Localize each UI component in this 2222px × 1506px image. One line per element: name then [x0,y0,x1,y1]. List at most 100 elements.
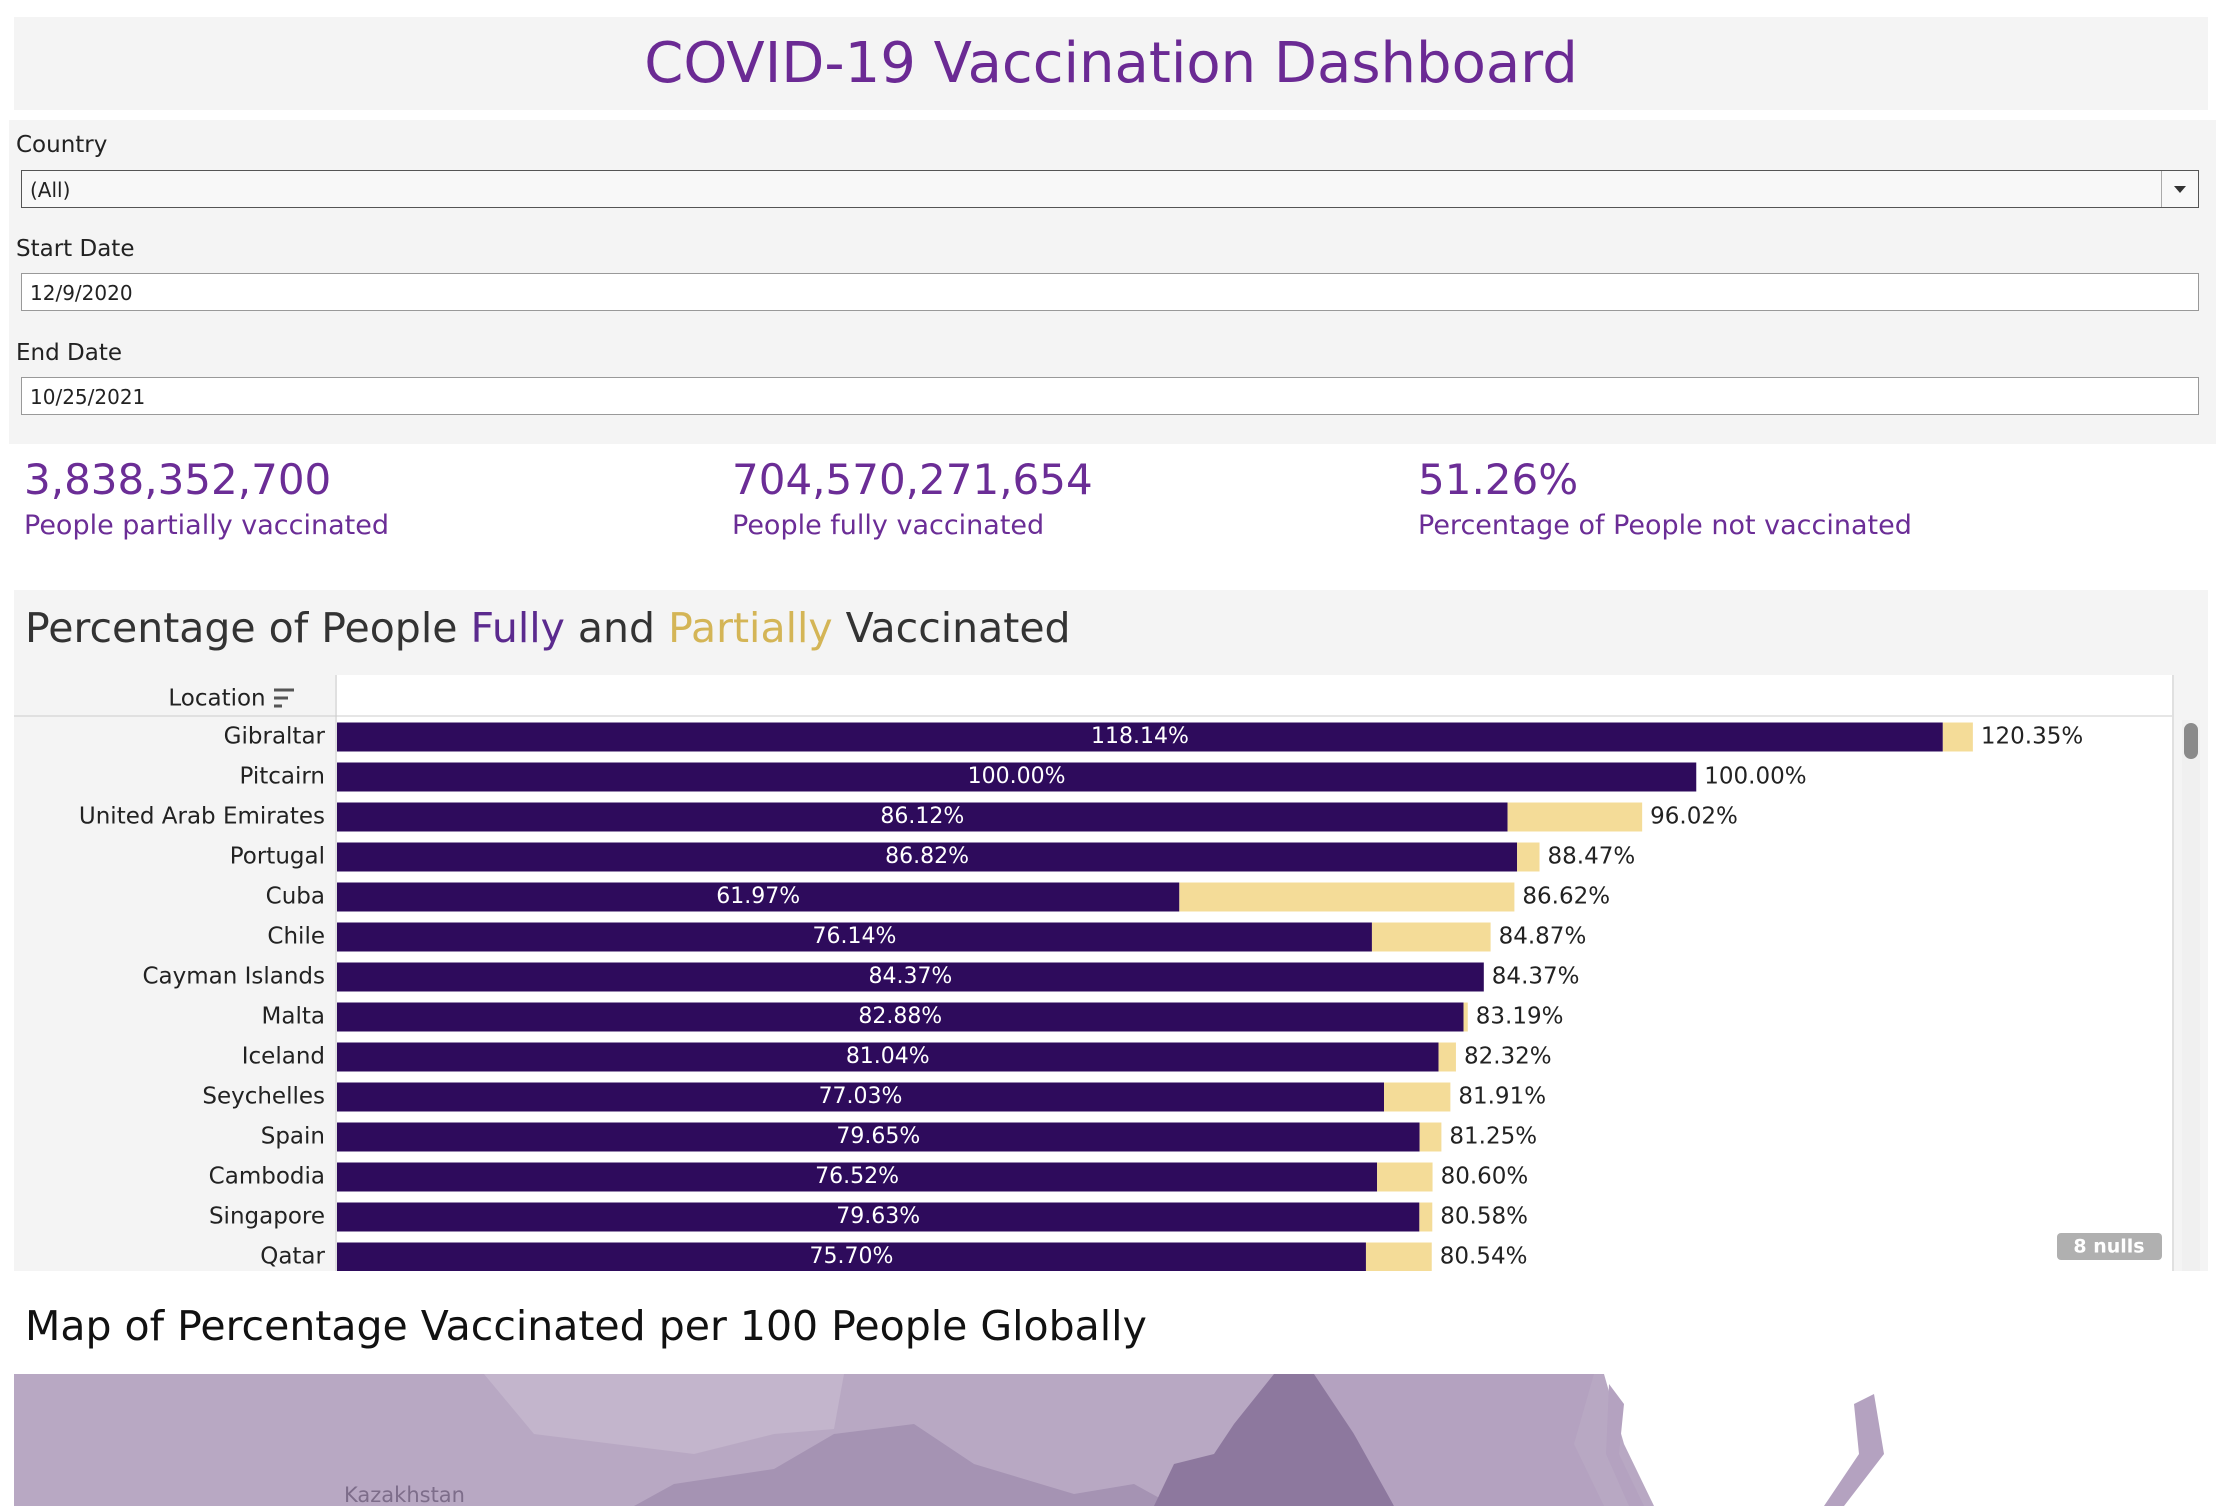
category-label: Qatar [260,1244,325,1270]
bar-segment [337,1042,1439,1072]
value-label: 81.04% [846,1044,930,1069]
category-label: Cayman Islands [142,964,325,990]
total-label: 81.25% [1449,1124,1537,1150]
bar-segment [1942,722,1973,752]
kpi-label: People fully vaccinated [732,510,1045,541]
country-dropdown[interactable]: (All) [21,170,2199,208]
category-label: Singapore [209,1204,325,1230]
value-label: 82.88% [858,1004,942,1029]
bar-segment [1507,802,1643,832]
title-series: Partially [668,604,833,652]
title-part: and [577,604,656,652]
category-label: Iceland [242,1044,325,1070]
category-label: Chile [267,924,325,950]
total-label: 86.62% [1522,884,1610,910]
scrollbar[interactable] [2182,720,2200,1271]
nulls-badge[interactable] [2057,1233,2162,1260]
category-label: Spain [261,1124,325,1150]
category-label: Gibraltar [224,724,326,750]
kpi-value: 3,838,352,700 [24,455,332,504]
category-label: Portugal [230,844,325,870]
filter-value: 12/9/2020 [30,281,133,305]
filter-label: End Date [16,340,122,366]
map-label: Kazakhstan [344,1483,465,1506]
bar-segment [1517,842,1540,872]
bar-segment [337,962,1484,992]
value-label: 84.37% [868,964,952,989]
value-label: 100.00% [968,764,1066,789]
bar-segment [337,802,1508,832]
sort-icon[interactable] [274,688,294,708]
bar-segment [1179,882,1515,912]
category-label: Pitcairn [239,764,325,790]
bar-segment [337,1242,1366,1271]
map-title: Map of Percentage Vaccinated per 100 Peo… [25,1302,1147,1350]
bar-segment [1365,1242,1432,1271]
value-label: 75.70% [810,1244,894,1269]
bar-segment [1371,922,1491,952]
end-date-input[interactable]: 10/25/2021 [21,377,2199,415]
bar-segment [1463,1002,1468,1032]
column-header: Location [168,686,265,712]
nulls-text: 8 nulls [2073,1236,2144,1258]
total-label: 84.37% [1492,964,1580,990]
kpi-label: People partially vaccinated [24,510,389,541]
map[interactable]: Kazakhstan [14,1374,2208,1506]
total-label: 80.60% [1441,1164,1529,1190]
bar-segment [337,922,1372,952]
filter-panel: Country (All) Start Date 12/9/2020 End D… [9,120,2216,444]
map-region [14,1374,844,1454]
kpi-label: Percentage of People not vaccinated [1418,510,1912,541]
value-label: 76.52% [815,1164,899,1189]
category-label: Cambodia [209,1164,325,1190]
bar-segment [337,882,1180,912]
kpi-value: 51.26% [1418,455,1579,504]
bar-segment [337,1202,1420,1232]
start-date-input[interactable]: 12/9/2020 [21,273,2199,311]
category-label: Malta [262,1004,325,1030]
map-region [1824,1394,1884,1506]
bar-segment [1438,1042,1456,1072]
title-panel: COVID-19 Vaccination Dashboard [14,17,2208,110]
map-region [1154,1374,1394,1506]
bar-chart: Location Gibraltar 118.14% 120.35% Pitcairn… [14,675,2200,1271]
title-part: Vaccinated [845,604,1071,652]
filter-value: (All) [30,178,71,202]
category-label: United Arab Emirates [79,804,325,830]
kpi-value: 704,570,271,654 [732,455,1093,504]
chart-title: Percentage of People Fully and Partially… [25,604,1071,652]
total-label: 80.54% [1440,1244,1528,1270]
category-label: Seychelles [202,1084,325,1110]
dashboard-title: COVID-19 Vaccination Dashboard [644,31,1578,96]
filter-value: 10/25/2021 [30,385,146,409]
filter-label: Country [16,132,108,158]
bar-segment [1377,1162,1433,1192]
filter-label: Start Date [16,236,135,262]
bar-segment [337,1082,1385,1112]
value-label: 79.63% [836,1204,920,1229]
value-label: 86.12% [880,804,964,829]
bar-segment [337,1122,1420,1152]
bar-segment [1419,1122,1442,1152]
value-label: 118.14% [1091,724,1189,749]
value-label: 61.97% [716,884,800,909]
category-label: Cuba [266,884,325,910]
map-water [1604,1374,2208,1506]
dropdown-arrow[interactable] [2161,171,2198,207]
total-label: 84.87% [1499,924,1587,950]
total-label: 88.47% [1548,844,1636,870]
value-label: 76.14% [813,924,897,949]
bar-segment [337,722,1943,752]
total-label: 82.32% [1464,1044,1552,1070]
title-part: Percentage of People [25,604,458,652]
rows: Gibraltar 118.14% 120.35% Pitcairn 100.00% 10… [79,722,2083,1271]
value-label: 77.03% [819,1084,903,1109]
map-region [634,1424,1174,1506]
value-label: 86.82% [885,844,969,869]
bar-segment [1419,1202,1433,1232]
value-label: 79.65% [836,1124,920,1149]
scrollbar-thumb[interactable] [2184,723,2198,759]
bar-segment [337,1002,1464,1032]
total-label: 81.91% [1458,1084,1546,1110]
